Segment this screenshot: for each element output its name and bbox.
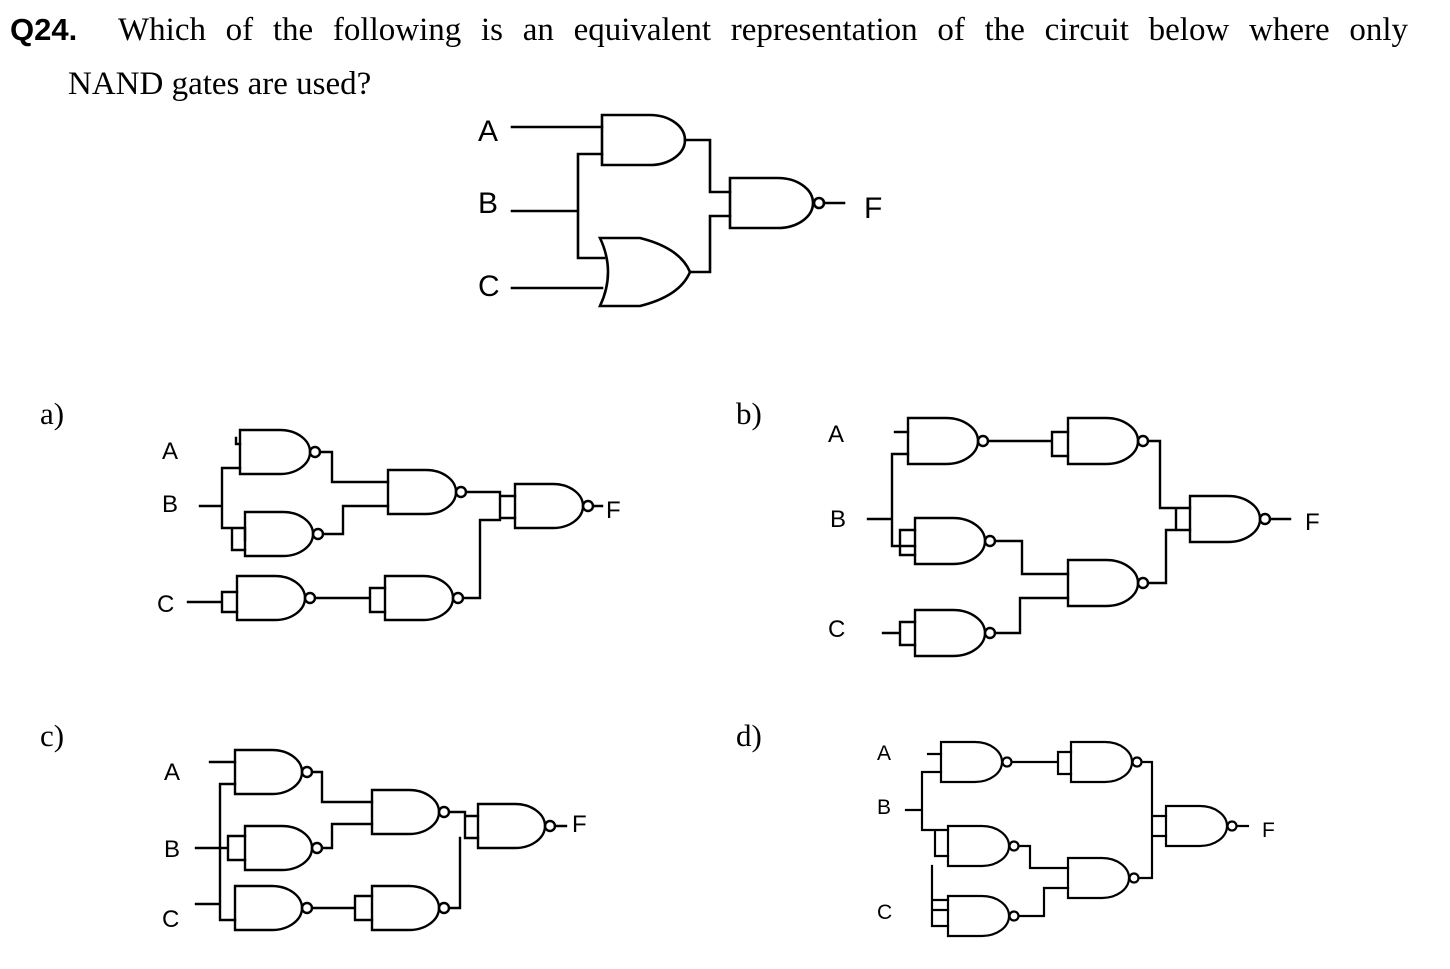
- question-number: Q24.: [10, 12, 78, 47]
- option-a-nand-4: [513, 482, 585, 530]
- option-d-nand-1: [939, 740, 1004, 784]
- option-b-input-a: A: [828, 421, 844, 448]
- option-a-nand-5: [235, 574, 307, 622]
- option-d-nand-4: [1066, 856, 1131, 900]
- option-a-input-b: B: [162, 491, 178, 518]
- option-b-circuit: A B C F: [828, 416, 1320, 658]
- option-b-nand-4: [1066, 558, 1140, 608]
- option-d-nand-5: [1164, 804, 1229, 848]
- option-a-input-a: A: [162, 438, 178, 465]
- main-wires: [510, 125, 846, 290]
- option-a-output-f: F: [606, 497, 621, 524]
- option-d-output-f: F: [1262, 819, 1275, 842]
- option-c-nand-4: [370, 788, 441, 836]
- option-b-nand-1: [906, 416, 980, 466]
- option-d-input-c: C: [877, 901, 892, 924]
- main-nand-bubble: [812, 196, 826, 210]
- option-a-letter: a): [40, 396, 65, 431]
- option-b-input-b: B: [830, 506, 846, 533]
- option-d-circuit: A B C F: [877, 740, 1275, 938]
- option-c-input-a: A: [164, 759, 180, 786]
- question-text-line2: NAND gates are used?: [68, 66, 372, 102]
- main-and-gate-1: [600, 113, 687, 167]
- option-c-nand-2: [243, 824, 314, 872]
- option-d-nand-6: [946, 894, 1011, 938]
- option-b-nand-2: [1066, 416, 1140, 466]
- option-c-input-c: C: [162, 906, 179, 933]
- option-b-output-f: F: [1305, 509, 1320, 536]
- main-or-gate: [597, 236, 692, 308]
- option-a-input-c: C: [157, 591, 174, 618]
- option-a-circuit: A B C F: [157, 428, 621, 622]
- main-input-b-label: B: [478, 187, 498, 220]
- main-circuit-diagram: A B C F: [478, 113, 882, 308]
- main-input-c-label: C: [478, 270, 500, 303]
- main-nand-gate: [728, 176, 815, 230]
- option-a-nand-1: [238, 428, 312, 476]
- option-c-circuit: A B C F: [162, 748, 587, 933]
- option-c-letter: c): [40, 718, 65, 753]
- option-b-nand-5: [1188, 494, 1262, 544]
- question-text-line1: Which of the following is an equivalent …: [118, 12, 1408, 48]
- option-c-nand-5: [370, 884, 441, 932]
- option-d-input-b: B: [877, 796, 891, 819]
- main-output-f-label: F: [864, 192, 882, 225]
- option-c-input-b: B: [164, 836, 180, 863]
- option-a-nand-2: [243, 510, 315, 558]
- option-a-nand-6: [383, 574, 455, 622]
- option-d-nand-3: [946, 824, 1011, 868]
- option-b-nand-6: [913, 608, 987, 658]
- option-d-input-a: A: [877, 742, 891, 765]
- option-c-nand-1: [233, 748, 304, 796]
- main-input-a-label: A: [478, 115, 498, 148]
- option-a-nand-3: [386, 468, 458, 516]
- option-c-nand-6: [476, 802, 547, 850]
- option-d-letter: d): [736, 718, 762, 753]
- option-b-nand-3: [913, 516, 987, 566]
- option-c-nand-3: [233, 884, 304, 932]
- option-c-output-f: F: [572, 811, 587, 838]
- option-b-letter: b): [736, 396, 762, 431]
- option-b-input-c: C: [828, 616, 845, 643]
- option-d-nand-2: [1069, 740, 1134, 784]
